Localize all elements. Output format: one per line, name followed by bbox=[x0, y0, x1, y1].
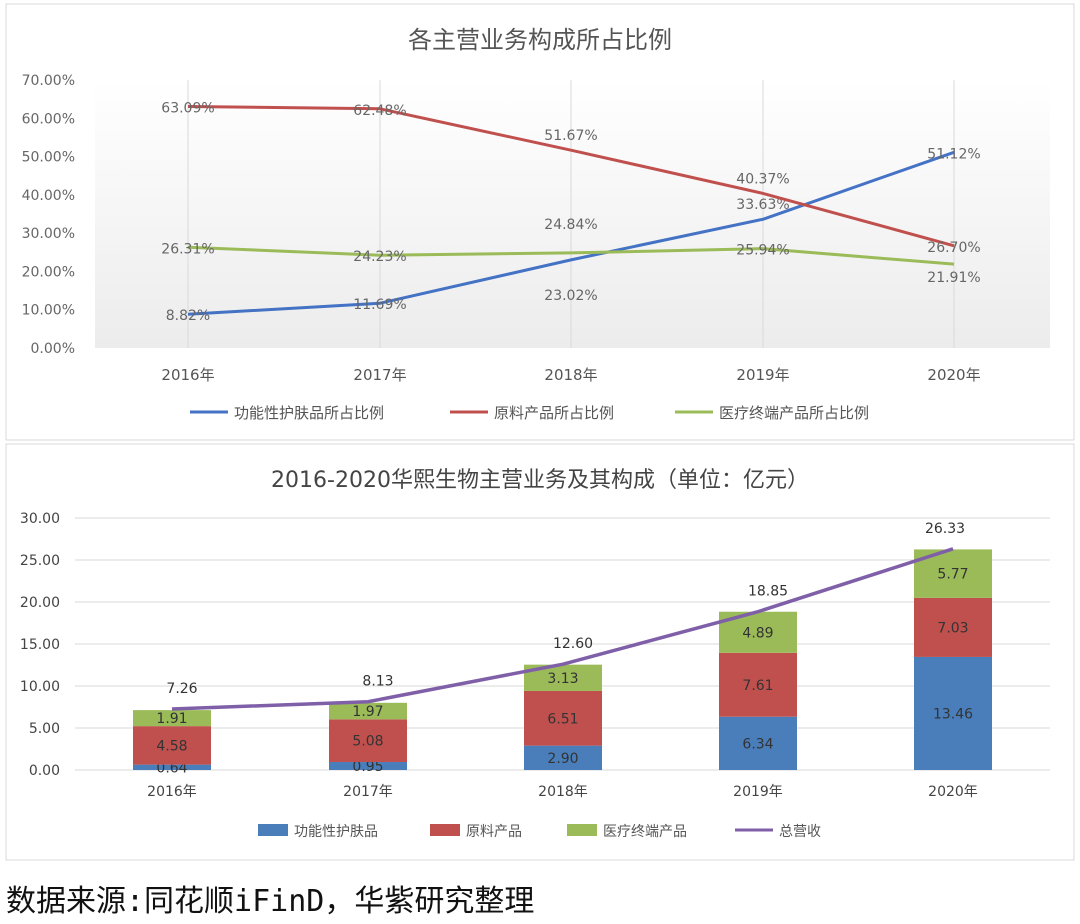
legend-label: 总营收 bbox=[779, 824, 821, 840]
bar-segment bbox=[524, 745, 602, 770]
series-line bbox=[187, 104, 955, 248]
y-tick-label: 50.00% bbox=[22, 150, 75, 166]
data-label: 23.02% bbox=[544, 288, 597, 304]
data-label: 63.09% bbox=[161, 100, 214, 116]
bar-label: 13.46 bbox=[933, 706, 973, 722]
series-line bbox=[187, 150, 955, 316]
x-tick-label: 2017年 bbox=[343, 784, 393, 800]
y-tick-label: 5.00 bbox=[29, 721, 60, 737]
y-tick-label: 30.00 bbox=[20, 511, 60, 527]
y-tick-label: 10.00 bbox=[20, 679, 60, 695]
data-label: 21.91% bbox=[927, 270, 980, 286]
bar-label: 2.90 bbox=[547, 751, 578, 767]
legend-label: 原料产品所占比例 bbox=[494, 404, 614, 422]
data-label: 25.94% bbox=[736, 243, 789, 259]
legend-swatch bbox=[567, 824, 597, 836]
bar-segment bbox=[133, 726, 211, 765]
total-label: 26.33 bbox=[925, 521, 965, 537]
legend-label: 医疗终端产品 bbox=[603, 824, 687, 840]
bar-label: 5.77 bbox=[937, 567, 968, 583]
legend-label: 功能性护肤品所占比例 bbox=[234, 404, 384, 422]
top-chart-title: 各主营业务构成所占比例 bbox=[408, 26, 672, 54]
bar-segment bbox=[719, 716, 797, 770]
y-tick-label: 40.00% bbox=[22, 188, 75, 204]
series-line bbox=[187, 245, 955, 266]
legend-swatch bbox=[258, 824, 288, 836]
data-label: 40.37% bbox=[736, 171, 789, 187]
legend-swatch bbox=[430, 824, 460, 836]
bar-label: 4.58 bbox=[156, 738, 187, 754]
data-label: 51.67% bbox=[544, 128, 597, 144]
y-tick-label: 20.00% bbox=[22, 264, 75, 280]
x-tick-label: 2016年 bbox=[147, 784, 197, 800]
bar-label: 6.51 bbox=[547, 711, 578, 727]
y-tick-label: 15.00 bbox=[20, 637, 60, 653]
bottom-chart-title: 2016-2020华熙生物主营业务及其构成（单位：亿元） bbox=[271, 468, 809, 493]
y-tick-label: 30.00% bbox=[22, 226, 75, 242]
bar-label: 7.03 bbox=[937, 620, 968, 636]
legend-label: 原料产品 bbox=[466, 824, 522, 840]
legend-label: 功能性护肤品 bbox=[294, 824, 378, 840]
x-tick-label: 2020年 bbox=[928, 784, 978, 800]
legend-label: 医疗终端产品所占比例 bbox=[719, 404, 869, 422]
x-tick-label: 2017年 bbox=[353, 366, 406, 384]
x-tick-label: 2019年 bbox=[733, 784, 783, 800]
bar-segment bbox=[329, 762, 407, 770]
y-tick-label: 10.00% bbox=[22, 303, 75, 319]
x-tick-label: 2019年 bbox=[736, 366, 789, 384]
total-revenue-line bbox=[171, 547, 954, 711]
data-label: 11.69% bbox=[353, 297, 406, 313]
bar-label: 6.34 bbox=[742, 736, 773, 752]
bottom-chart-frame bbox=[5, 443, 1075, 861]
x-tick-label: 2018年 bbox=[538, 784, 588, 800]
bar-label: 4.89 bbox=[742, 625, 773, 641]
bar-label: 0.95 bbox=[352, 759, 383, 775]
x-tick-label: 2018年 bbox=[544, 366, 597, 384]
bar-segment bbox=[719, 652, 797, 717]
bar-segment bbox=[133, 710, 211, 727]
charts: 各主营业务构成所占比例 2016-2020华熙生物主营业务及其构成（单位：亿元）… bbox=[5, 3, 1075, 861]
bar-label: 1.91 bbox=[156, 711, 187, 727]
data-label: 51.12% bbox=[927, 146, 980, 162]
y-tick-label: 20.00 bbox=[20, 595, 60, 611]
total-label: 18.85 bbox=[748, 584, 788, 600]
data-label: 24.23% bbox=[353, 249, 406, 265]
bar-segment bbox=[524, 690, 602, 746]
data-label: 33.63% bbox=[736, 197, 789, 213]
y-tick-label: 70.00% bbox=[22, 73, 75, 89]
bar-label: 7.61 bbox=[742, 678, 773, 694]
total-label: 8.13 bbox=[362, 674, 393, 690]
data-label: 26.70% bbox=[927, 240, 980, 256]
y-tick-label: 60.00% bbox=[22, 111, 75, 127]
bar-segment bbox=[329, 702, 407, 720]
bar-label: 3.13 bbox=[547, 671, 578, 687]
y-tick-label: 0.00 bbox=[29, 763, 60, 779]
data-label: 24.84% bbox=[544, 217, 597, 233]
bar-segment bbox=[914, 597, 992, 657]
bar-segment bbox=[914, 656, 992, 770]
top-plot-area bbox=[95, 80, 1050, 348]
y-tick-label: 25.00 bbox=[20, 553, 60, 569]
source-caption: 数据来源:同花顺iFinD，华紫研究整理 bbox=[6, 884, 535, 919]
data-label: 26.31% bbox=[161, 241, 214, 257]
bar-label: 5.08 bbox=[352, 734, 383, 750]
data-label: 8.82% bbox=[166, 308, 210, 324]
data-label: 62.48% bbox=[353, 103, 406, 119]
x-tick-label: 2020年 bbox=[927, 366, 980, 384]
bar-label: 1.97 bbox=[352, 704, 383, 720]
x-tick-label: 2016年 bbox=[161, 366, 214, 384]
total-label: 12.60 bbox=[553, 636, 593, 652]
total-label: 7.26 bbox=[166, 681, 197, 697]
bar-segment bbox=[133, 764, 211, 770]
y-tick-label: 0.00% bbox=[31, 341, 75, 357]
bar-segment bbox=[329, 719, 407, 763]
